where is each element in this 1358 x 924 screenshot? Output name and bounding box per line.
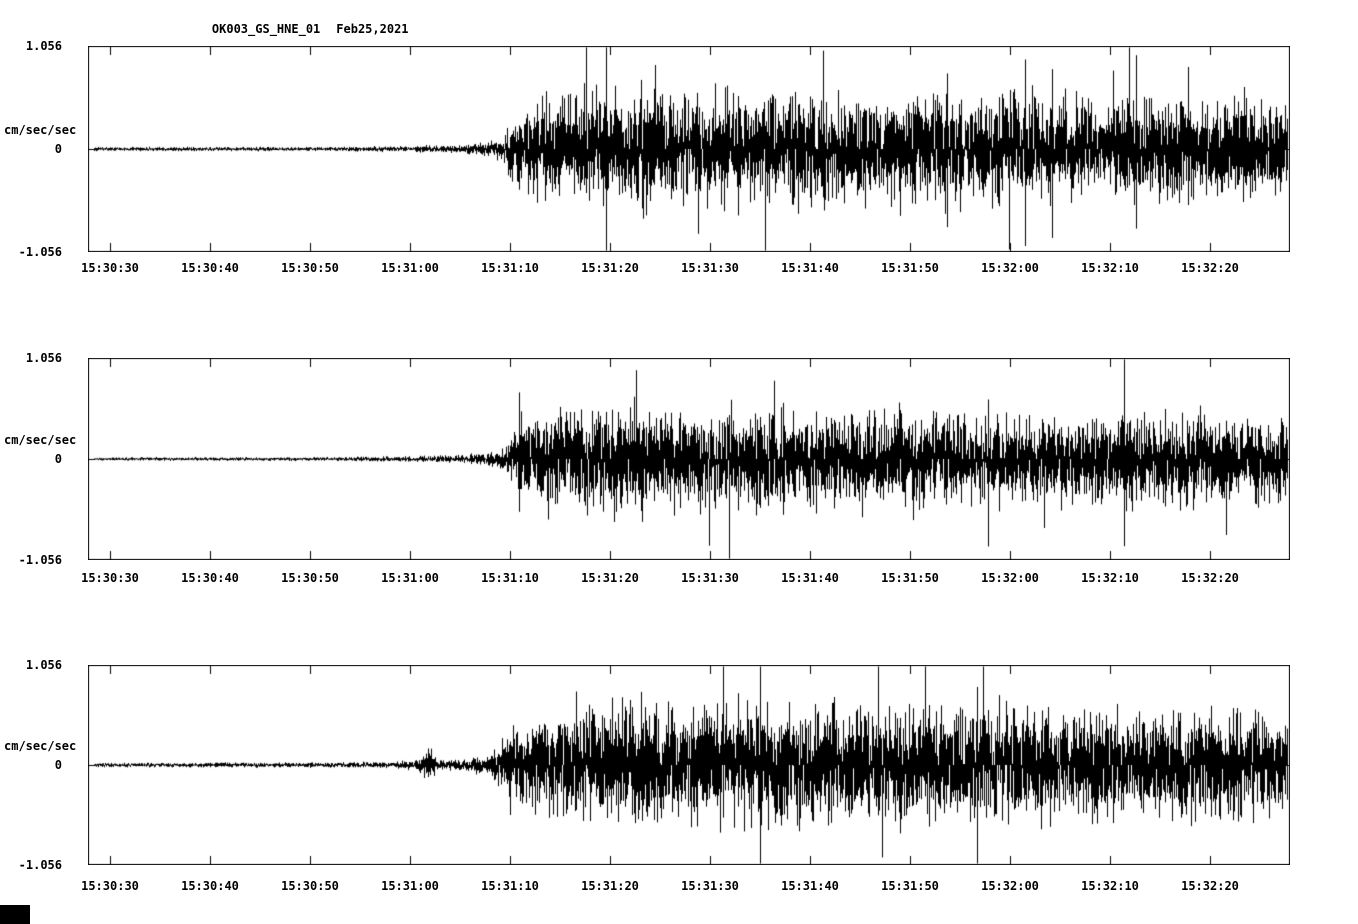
x-tick-label: 15:31:30 bbox=[681, 879, 739, 893]
x-tick-label: 15:32:00 bbox=[981, 571, 1039, 585]
x-tick-label: 15:30:30 bbox=[81, 571, 139, 585]
x-tick-label: 15:31:30 bbox=[681, 261, 739, 275]
trace-title-hne: OK003_GS_HNE_01 Feb25,2021 bbox=[183, 8, 409, 50]
x-tick-label: 15:30:40 bbox=[181, 261, 239, 275]
x-tick-label: 15:30:50 bbox=[281, 879, 339, 893]
x-tick-label: 15:32:20 bbox=[1181, 261, 1239, 275]
y-axis-label: cm/sec/sec bbox=[4, 123, 77, 137]
ytick-bottom: -1.056 bbox=[18, 245, 62, 259]
x-tick-label: 15:30:40 bbox=[181, 571, 239, 585]
ytick-zero: 0 bbox=[54, 452, 62, 466]
x-tick-label: 15:31:00 bbox=[381, 879, 439, 893]
x-tick-label: 15:32:10 bbox=[1081, 879, 1139, 893]
y-axis-label: cm/sec/sec bbox=[4, 433, 77, 447]
y-axis-label: cm/sec/sec bbox=[4, 739, 77, 753]
x-tick-label: 15:31:20 bbox=[581, 261, 639, 275]
x-tick-label: 15:31:40 bbox=[781, 879, 839, 893]
ytick-zero: 0 bbox=[54, 758, 62, 772]
ytick-top: 1.056 bbox=[25, 351, 62, 365]
x-tick-label: 15:31:30 bbox=[681, 571, 739, 585]
x-tick-label: 15:30:30 bbox=[81, 261, 139, 275]
x-axis-tick-labels: 15:30:30 15:30:40 15:30:50 15:31:00 15:31:10… bbox=[81, 261, 1290, 277]
x-tick-label: 15:31:10 bbox=[481, 261, 539, 275]
x-tick-label: 15:31:10 bbox=[481, 879, 539, 893]
x-tick-label: 15:31:10 bbox=[481, 571, 539, 585]
ytick-top: 1.056 bbox=[25, 658, 62, 672]
x-tick-label: 15:31:40 bbox=[781, 571, 839, 585]
x-tick-label: 15:30:30 bbox=[81, 879, 139, 893]
x-tick-label: 15:31:40 bbox=[781, 261, 839, 275]
trace-date: Feb25,2021 bbox=[336, 22, 409, 36]
x-tick-label: 15:31:00 bbox=[381, 571, 439, 585]
ytick-bottom: -1.056 bbox=[18, 553, 62, 567]
x-axis-tick-labels: 15:30:30 15:30:40 15:30:50 15:31:00 15:31:10… bbox=[81, 571, 1290, 587]
ytick-zero: 0 bbox=[54, 142, 62, 156]
corner-marker bbox=[0, 905, 30, 924]
waveform-canvas-hnn bbox=[88, 358, 1290, 560]
x-tick-label: 15:32:20 bbox=[1181, 879, 1239, 893]
station-id: OK003_GS_HNE_01 bbox=[211, 22, 321, 36]
waveform-canvas-hnz bbox=[88, 665, 1290, 865]
x-tick-label: 15:31:00 bbox=[381, 261, 439, 275]
x-tick-label: 15:31:50 bbox=[881, 571, 939, 585]
x-tick-label: 15:32:00 bbox=[981, 879, 1039, 893]
x-tick-label: 15:31:20 bbox=[581, 879, 639, 893]
x-tick-label: 15:32:00 bbox=[981, 261, 1039, 275]
x-tick-label: 15:31:50 bbox=[881, 879, 939, 893]
waveform-canvas-hne bbox=[88, 46, 1290, 252]
x-tick-label: 15:31:50 bbox=[881, 261, 939, 275]
ytick-bottom: -1.056 bbox=[18, 858, 62, 872]
x-tick-label: 15:30:50 bbox=[281, 261, 339, 275]
x-tick-label: 15:30:40 bbox=[181, 879, 239, 893]
x-tick-label: 15:30:50 bbox=[281, 571, 339, 585]
x-axis-tick-labels: 15:30:30 15:30:40 15:30:50 15:31:00 15:31:10… bbox=[81, 879, 1290, 895]
x-tick-label: 15:32:10 bbox=[1081, 571, 1139, 585]
x-tick-label: 15:32:20 bbox=[1181, 571, 1239, 585]
x-tick-label: 15:32:10 bbox=[1081, 261, 1139, 275]
x-tick-label: 15:31:20 bbox=[581, 571, 639, 585]
ytick-top: 1.056 bbox=[25, 39, 62, 53]
